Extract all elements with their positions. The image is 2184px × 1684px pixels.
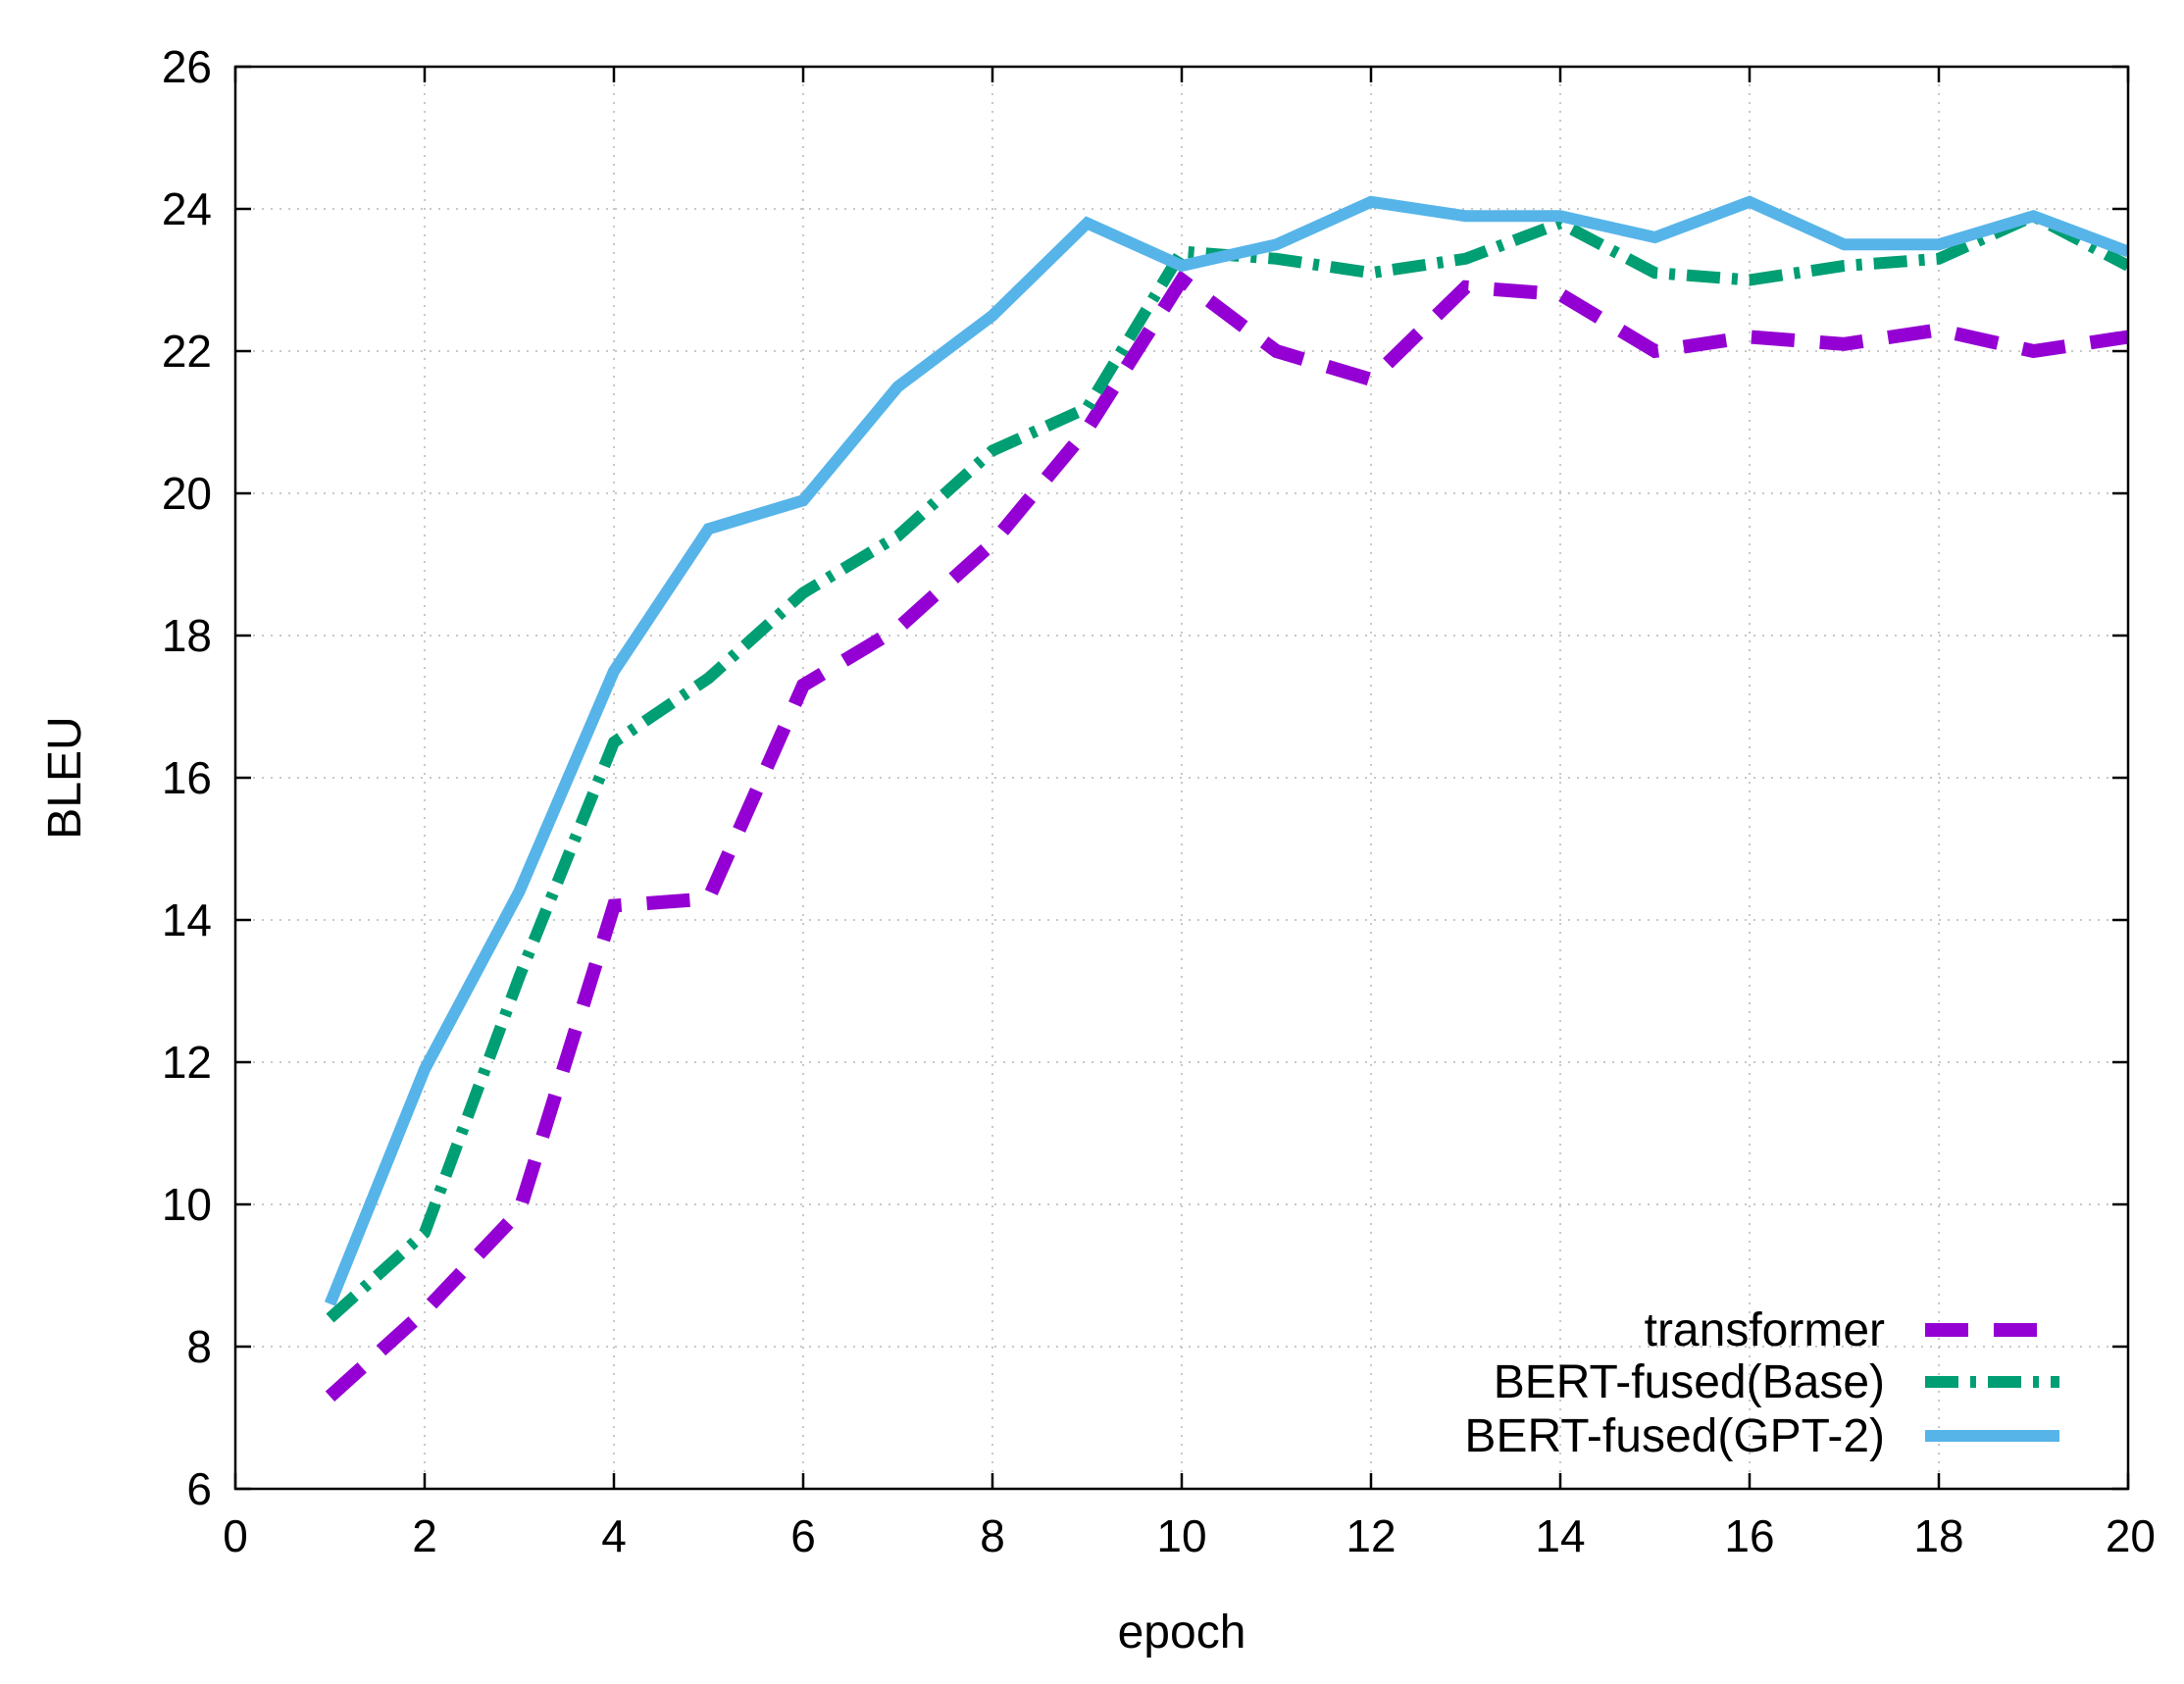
legend-label: transformer: [1645, 1304, 1885, 1356]
y-tick-label: 12: [162, 1037, 212, 1088]
grid-lines: [235, 67, 2128, 1489]
legend-label: BERT-fused(GPT-2): [1464, 1410, 1885, 1462]
y-tick-label: 10: [162, 1179, 212, 1230]
x-tick-label: 18: [1913, 1510, 1963, 1561]
axis-ticks: [233, 65, 2130, 1491]
series-line-transformer: [325, 270, 2128, 1402]
y-tick-label: 14: [162, 894, 212, 945]
x-tick-label: 16: [1724, 1510, 1774, 1561]
series-lines: [324, 195, 2128, 1402]
y-axis-title: BLEU: [39, 716, 91, 839]
x-tick-label: 4: [601, 1510, 627, 1561]
y-tick-label: 8: [186, 1321, 212, 1372]
legend-entry: BERT-fused(Base): [1494, 1356, 2059, 1408]
y-tick-label: 20: [162, 468, 212, 519]
x-tick-label: 14: [1535, 1510, 1585, 1561]
y-tick-label: 16: [162, 752, 212, 803]
series-line-bert-fused-gpt-2: [324, 195, 2128, 1306]
legend: transformerBERT-fused(Base)BERT-fused(GP…: [1464, 1304, 2059, 1462]
legend-entry: BERT-fused(GPT-2): [1464, 1410, 2059, 1462]
legend-entry: transformer: [1645, 1304, 2059, 1356]
y-tick-label: 24: [162, 183, 212, 234]
y-tick-label: 18: [162, 610, 212, 661]
x-tick-label: 2: [412, 1510, 437, 1561]
y-tick-label: 6: [186, 1463, 212, 1514]
x-axis-title: epoch: [1118, 1607, 1246, 1658]
y-tick-label: 26: [162, 41, 212, 92]
plot-frame: [233, 65, 2130, 1491]
legend-label: BERT-fused(Base): [1494, 1356, 1885, 1408]
x-tick-label: 0: [223, 1510, 248, 1561]
x-tick-label: 20: [2106, 1510, 2156, 1561]
y-tick-label: 22: [162, 326, 212, 377]
x-tick-label: 10: [1156, 1510, 1206, 1561]
x-tick-label: 8: [980, 1510, 1005, 1561]
x-tick-label: 6: [790, 1510, 816, 1561]
x-tick-label: 12: [1346, 1510, 1396, 1561]
